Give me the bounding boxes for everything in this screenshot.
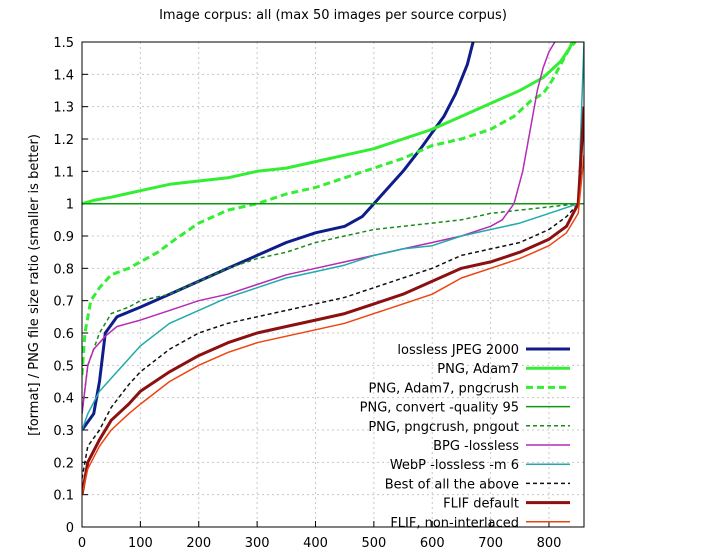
y-tick-label: 1 bbox=[66, 198, 74, 213]
y-tick-label: 0.1 bbox=[53, 489, 74, 504]
legend-label: PNG, Adam7 bbox=[437, 362, 519, 377]
x-tick-label: 0 bbox=[78, 536, 86, 551]
x-tick-label: 100 bbox=[128, 536, 153, 551]
series-line-8 bbox=[82, 203, 579, 479]
y-tick-label: 0.8 bbox=[53, 262, 74, 277]
legend-label: PNG, convert -quality 95 bbox=[360, 401, 519, 416]
x-tick-label: 800 bbox=[537, 536, 562, 551]
series-line-6 bbox=[82, 42, 556, 414]
gridlines bbox=[81, 41, 584, 528]
series-line-3 bbox=[82, 42, 577, 376]
legend-label: FLIF, non-interlaced bbox=[390, 516, 519, 531]
y-tick-label: 1.4 bbox=[53, 68, 74, 83]
legend-label: FLIF default bbox=[443, 497, 519, 512]
y-tick-label: 0.6 bbox=[53, 327, 74, 342]
legend-label: PNG, pngcrush, pngout bbox=[368, 420, 519, 435]
x-tick-label: 700 bbox=[478, 536, 503, 551]
legend-label: WebP -lossless -m 6 bbox=[390, 458, 519, 473]
legend: lossless JPEG 2000 PNG, Adam7 PNG, Adam7, … bbox=[360, 343, 570, 531]
y-tick-label: 0 bbox=[66, 521, 74, 536]
legend-label: BPG -lossless bbox=[433, 439, 519, 454]
series-line-9 bbox=[82, 106, 584, 495]
x-tick-label: 400 bbox=[303, 536, 328, 551]
series-line-2 bbox=[82, 42, 574, 206]
x-tick-label: 600 bbox=[420, 536, 445, 551]
x-tick-label: 200 bbox=[186, 536, 211, 551]
tick-labels: 0 0.1 0.2 0.3 0.4 0.5 0.6 0.7 0.8 0.9 1 1.1 1.2 1.3 1.… bbox=[53, 36, 561, 551]
y-tick-label: 1.3 bbox=[53, 101, 74, 116]
y-tick-label: 0.7 bbox=[53, 295, 74, 310]
series-line-7 bbox=[82, 42, 584, 431]
y-tick-label: 1.5 bbox=[53, 36, 74, 51]
series-lines bbox=[82, 42, 584, 495]
y-tick-label: 0.2 bbox=[53, 456, 74, 471]
x-tick-label: 500 bbox=[361, 536, 386, 551]
y-tick-label: 1.2 bbox=[53, 133, 74, 148]
y-tick-label: 0.3 bbox=[53, 424, 74, 439]
series-line-5 bbox=[82, 202, 579, 414]
legend-label: lossless JPEG 2000 bbox=[397, 343, 519, 358]
legend-label: Best of all the above bbox=[385, 477, 519, 492]
y-tick-label: 0.9 bbox=[53, 230, 74, 245]
plot-frame bbox=[81, 41, 585, 528]
y-tick-label: 1.1 bbox=[53, 165, 74, 180]
x-tick-label: 300 bbox=[245, 536, 270, 551]
chart-title: Image corpus: all (max 50 images per sou… bbox=[159, 8, 507, 23]
y-axis-title: [format] / PNG file size ratio (smaller … bbox=[27, 134, 42, 436]
legend-label: PNG, Adam7, pngcrush bbox=[369, 381, 519, 396]
y-tick-label: 0.4 bbox=[53, 392, 74, 407]
y-tick-label: 0.5 bbox=[53, 359, 74, 374]
series-line-10 bbox=[82, 155, 584, 495]
